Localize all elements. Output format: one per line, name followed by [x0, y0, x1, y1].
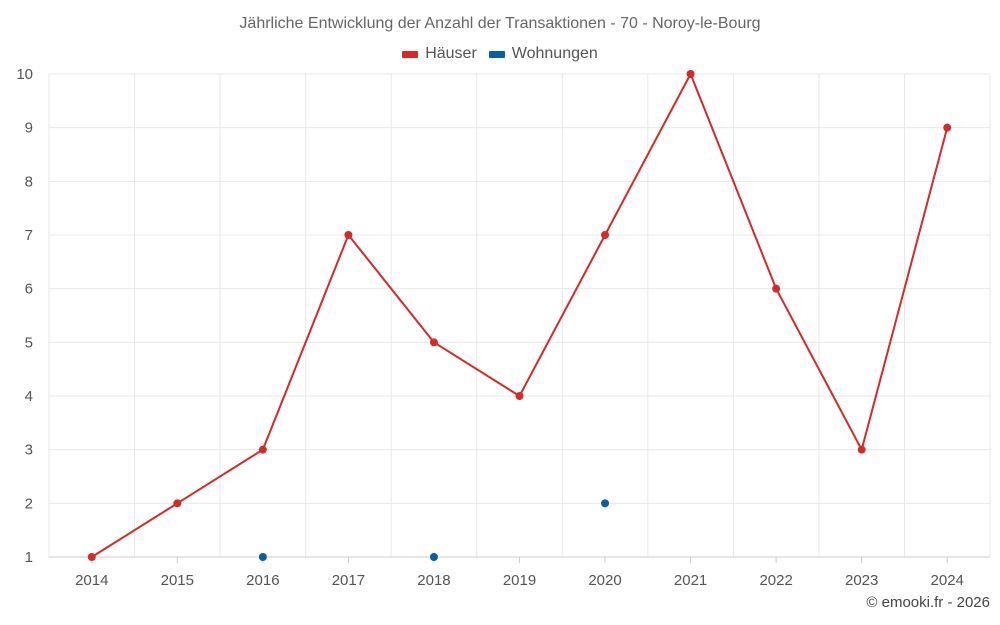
- y-tick-label: 10: [16, 66, 33, 83]
- y-tick-label: 6: [25, 281, 33, 298]
- x-tick-label: 2023: [845, 572, 878, 589]
- y-tick-label: 5: [25, 334, 33, 351]
- x-tick-label: 2021: [674, 572, 707, 589]
- x-tick-label: 2024: [931, 572, 964, 589]
- y-tick-label: 2: [25, 495, 33, 512]
- x-tick-label: 2015: [161, 572, 194, 589]
- x-tick-label: 2022: [759, 572, 792, 589]
- data-point-haeuser: [772, 284, 781, 293]
- data-point-haeuser: [601, 231, 610, 239]
- data-point-haeuser: [429, 338, 438, 347]
- data-point-haeuser: [515, 392, 524, 400]
- y-tick-label: 1: [25, 549, 33, 566]
- data-point-haeuser: [173, 499, 182, 508]
- x-tick-label: 2016: [246, 572, 279, 589]
- x-tick-label: 2020: [588, 572, 621, 589]
- y-tick-label: 9: [25, 120, 33, 137]
- data-point-haeuser: [943, 123, 952, 132]
- y-tick-label: 8: [25, 173, 33, 190]
- legend-label-wohnungen: Wohnungen: [511, 45, 598, 62]
- data-point-haeuser: [258, 445, 267, 454]
- data-point-haeuser: [87, 553, 96, 561]
- chart-title: Jährliche Entwicklung der Anzahl der Tra…: [239, 15, 761, 32]
- x-tick-label: 2017: [332, 572, 365, 589]
- data-point-wohnungen: [601, 499, 610, 508]
- x-tick-label: 2019: [503, 572, 536, 589]
- legend-swatch-haeuser: [402, 50, 419, 58]
- x-tick-label: 2014: [75, 572, 108, 589]
- y-tick-label: 3: [25, 442, 33, 459]
- data-point-haeuser: [857, 445, 866, 454]
- legend-item-haeuser[interactable]: Häuser: [402, 45, 477, 63]
- copyright-text: © emooki.fr - 2026: [866, 594, 990, 611]
- series-layer: [87, 70, 952, 561]
- y-tick-label: 4: [25, 388, 33, 405]
- grid-lines: [48, 73, 991, 557]
- legend-swatch-wohnungen: [488, 50, 505, 58]
- legend: Häuser Wohnungen: [0, 45, 1000, 63]
- data-point-haeuser: [344, 231, 353, 239]
- data-point-wohnungen: [429, 553, 438, 561]
- data-point-wohnungen: [258, 553, 267, 561]
- data-point-haeuser: [686, 70, 695, 78]
- legend-label-haeuser: Häuser: [425, 45, 477, 62]
- legend-item-wohnungen[interactable]: Wohnungen: [488, 45, 598, 63]
- axes: 1 2 3 4 5 6 7 8 9 10 2014 2015 2016 2017 2018 2019 2020 2…: [16, 66, 990, 589]
- y-tick-label: 7: [25, 227, 33, 244]
- x-tick-label: 2018: [417, 572, 450, 589]
